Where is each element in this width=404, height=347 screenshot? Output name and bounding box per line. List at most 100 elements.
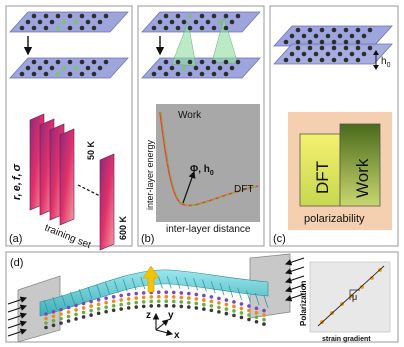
temp-low-label: 600 K bbox=[118, 215, 128, 240]
ribbon-stripe bbox=[254, 292, 260, 306]
force-arrow-left bbox=[7, 296, 28, 305]
lattice-atom bbox=[194, 292, 199, 297]
energy-plot-bg bbox=[156, 104, 260, 222]
atom bbox=[331, 45, 337, 51]
lattice-atom bbox=[59, 316, 63, 321]
ribbon-stripe bbox=[105, 282, 110, 295]
ribbon-stripe bbox=[122, 279, 128, 292]
temp-high-label: 50 K bbox=[86, 140, 96, 160]
b-top-sheet bbox=[141, 11, 261, 33]
atom bbox=[367, 27, 373, 33]
lattice-atom bbox=[51, 323, 56, 328]
atom bbox=[157, 19, 163, 25]
lattice-atom bbox=[224, 302, 229, 307]
lattice-atom bbox=[81, 301, 86, 306]
atom bbox=[91, 59, 97, 65]
atoms-b bbox=[151, 13, 241, 77]
lattice-atom bbox=[247, 317, 251, 322]
lattice-atom bbox=[44, 321, 48, 325]
atom bbox=[205, 19, 211, 25]
atom bbox=[31, 71, 37, 77]
atom bbox=[43, 71, 49, 77]
atom bbox=[199, 59, 205, 65]
atom bbox=[79, 71, 85, 77]
lattice-atom bbox=[111, 299, 116, 304]
lattice-atom bbox=[187, 305, 191, 309]
lattice-atom bbox=[156, 299, 161, 304]
atom bbox=[169, 65, 175, 71]
atom bbox=[55, 13, 61, 19]
atom bbox=[25, 65, 31, 71]
atom bbox=[355, 39, 361, 45]
polarization-arrow bbox=[142, 265, 160, 293]
params-label: Φ, h0 bbox=[190, 164, 214, 177]
lattice-atom bbox=[164, 294, 169, 299]
panel-d-tag: (d) bbox=[10, 257, 23, 269]
lattice-atom bbox=[239, 311, 244, 315]
lattice-atom bbox=[134, 300, 139, 305]
lattice-atom bbox=[66, 319, 71, 323]
panel-d: z y x μ Polarization strain gradient (d) bbox=[5, 251, 399, 343]
atom bbox=[343, 39, 349, 45]
quantity-labels: r,e,f,σ bbox=[11, 163, 23, 200]
atom bbox=[61, 65, 67, 71]
lattice-atom bbox=[59, 307, 63, 312]
ribbon-stripe bbox=[78, 289, 84, 302]
atom bbox=[187, 71, 193, 77]
lattice-atom bbox=[126, 297, 131, 301]
lattice-atom bbox=[179, 291, 184, 295]
atom bbox=[199, 25, 205, 31]
lattice-atom bbox=[179, 295, 184, 300]
axis-z-label: z bbox=[146, 310, 151, 321]
lattice-atom bbox=[194, 306, 199, 310]
lattice-atom bbox=[262, 313, 266, 317]
lattice-atom bbox=[209, 295, 214, 299]
training-slab bbox=[59, 128, 75, 226]
lattice-atom bbox=[134, 305, 139, 309]
atom bbox=[289, 33, 295, 39]
ribbon-stripe bbox=[166, 276, 172, 289]
atom bbox=[163, 13, 169, 19]
training-slabs bbox=[29, 113, 115, 251]
panel-c-tag: (c) bbox=[273, 233, 286, 245]
atom bbox=[169, 19, 175, 25]
atom bbox=[19, 25, 25, 31]
panel-b-tag: (b) bbox=[141, 233, 154, 245]
axis-x-label: x bbox=[174, 330, 180, 341]
ribbon-stripe bbox=[263, 295, 269, 309]
force-arrow-left bbox=[7, 312, 28, 321]
lattice-atom bbox=[134, 291, 139, 296]
atom bbox=[211, 25, 217, 31]
lattice-atom bbox=[119, 298, 123, 302]
lattice-atom bbox=[66, 310, 71, 314]
lattice-atom bbox=[81, 306, 86, 310]
atom bbox=[229, 19, 235, 25]
ribbon-stripe bbox=[43, 299, 49, 313]
lattice-atom bbox=[247, 304, 251, 308]
atom bbox=[199, 13, 205, 19]
bar-dft-label: DFT bbox=[313, 161, 332, 194]
param-arrow bbox=[182, 170, 196, 204]
bar-work bbox=[339, 123, 381, 207]
ribbon-stripe bbox=[246, 290, 251, 303]
lattice-atom bbox=[232, 300, 236, 304]
lattice-atom bbox=[224, 298, 229, 302]
atom bbox=[85, 19, 91, 25]
atom bbox=[67, 25, 73, 31]
polarizability-caption: polarizability bbox=[304, 213, 365, 225]
inset-point bbox=[350, 294, 354, 298]
atom bbox=[361, 33, 367, 39]
atom bbox=[307, 39, 313, 45]
lattice-atom bbox=[111, 303, 116, 308]
lattice-atom bbox=[96, 302, 101, 307]
atom bbox=[355, 27, 361, 33]
atom bbox=[61, 19, 67, 25]
ribbon-stripe bbox=[193, 278, 198, 291]
lattice-atom bbox=[247, 308, 251, 313]
dft-curve bbox=[160, 111, 259, 207]
lattice-atom bbox=[111, 294, 116, 299]
atom bbox=[313, 51, 319, 57]
atom bbox=[163, 59, 169, 65]
atom bbox=[91, 25, 97, 31]
atom bbox=[295, 45, 301, 51]
